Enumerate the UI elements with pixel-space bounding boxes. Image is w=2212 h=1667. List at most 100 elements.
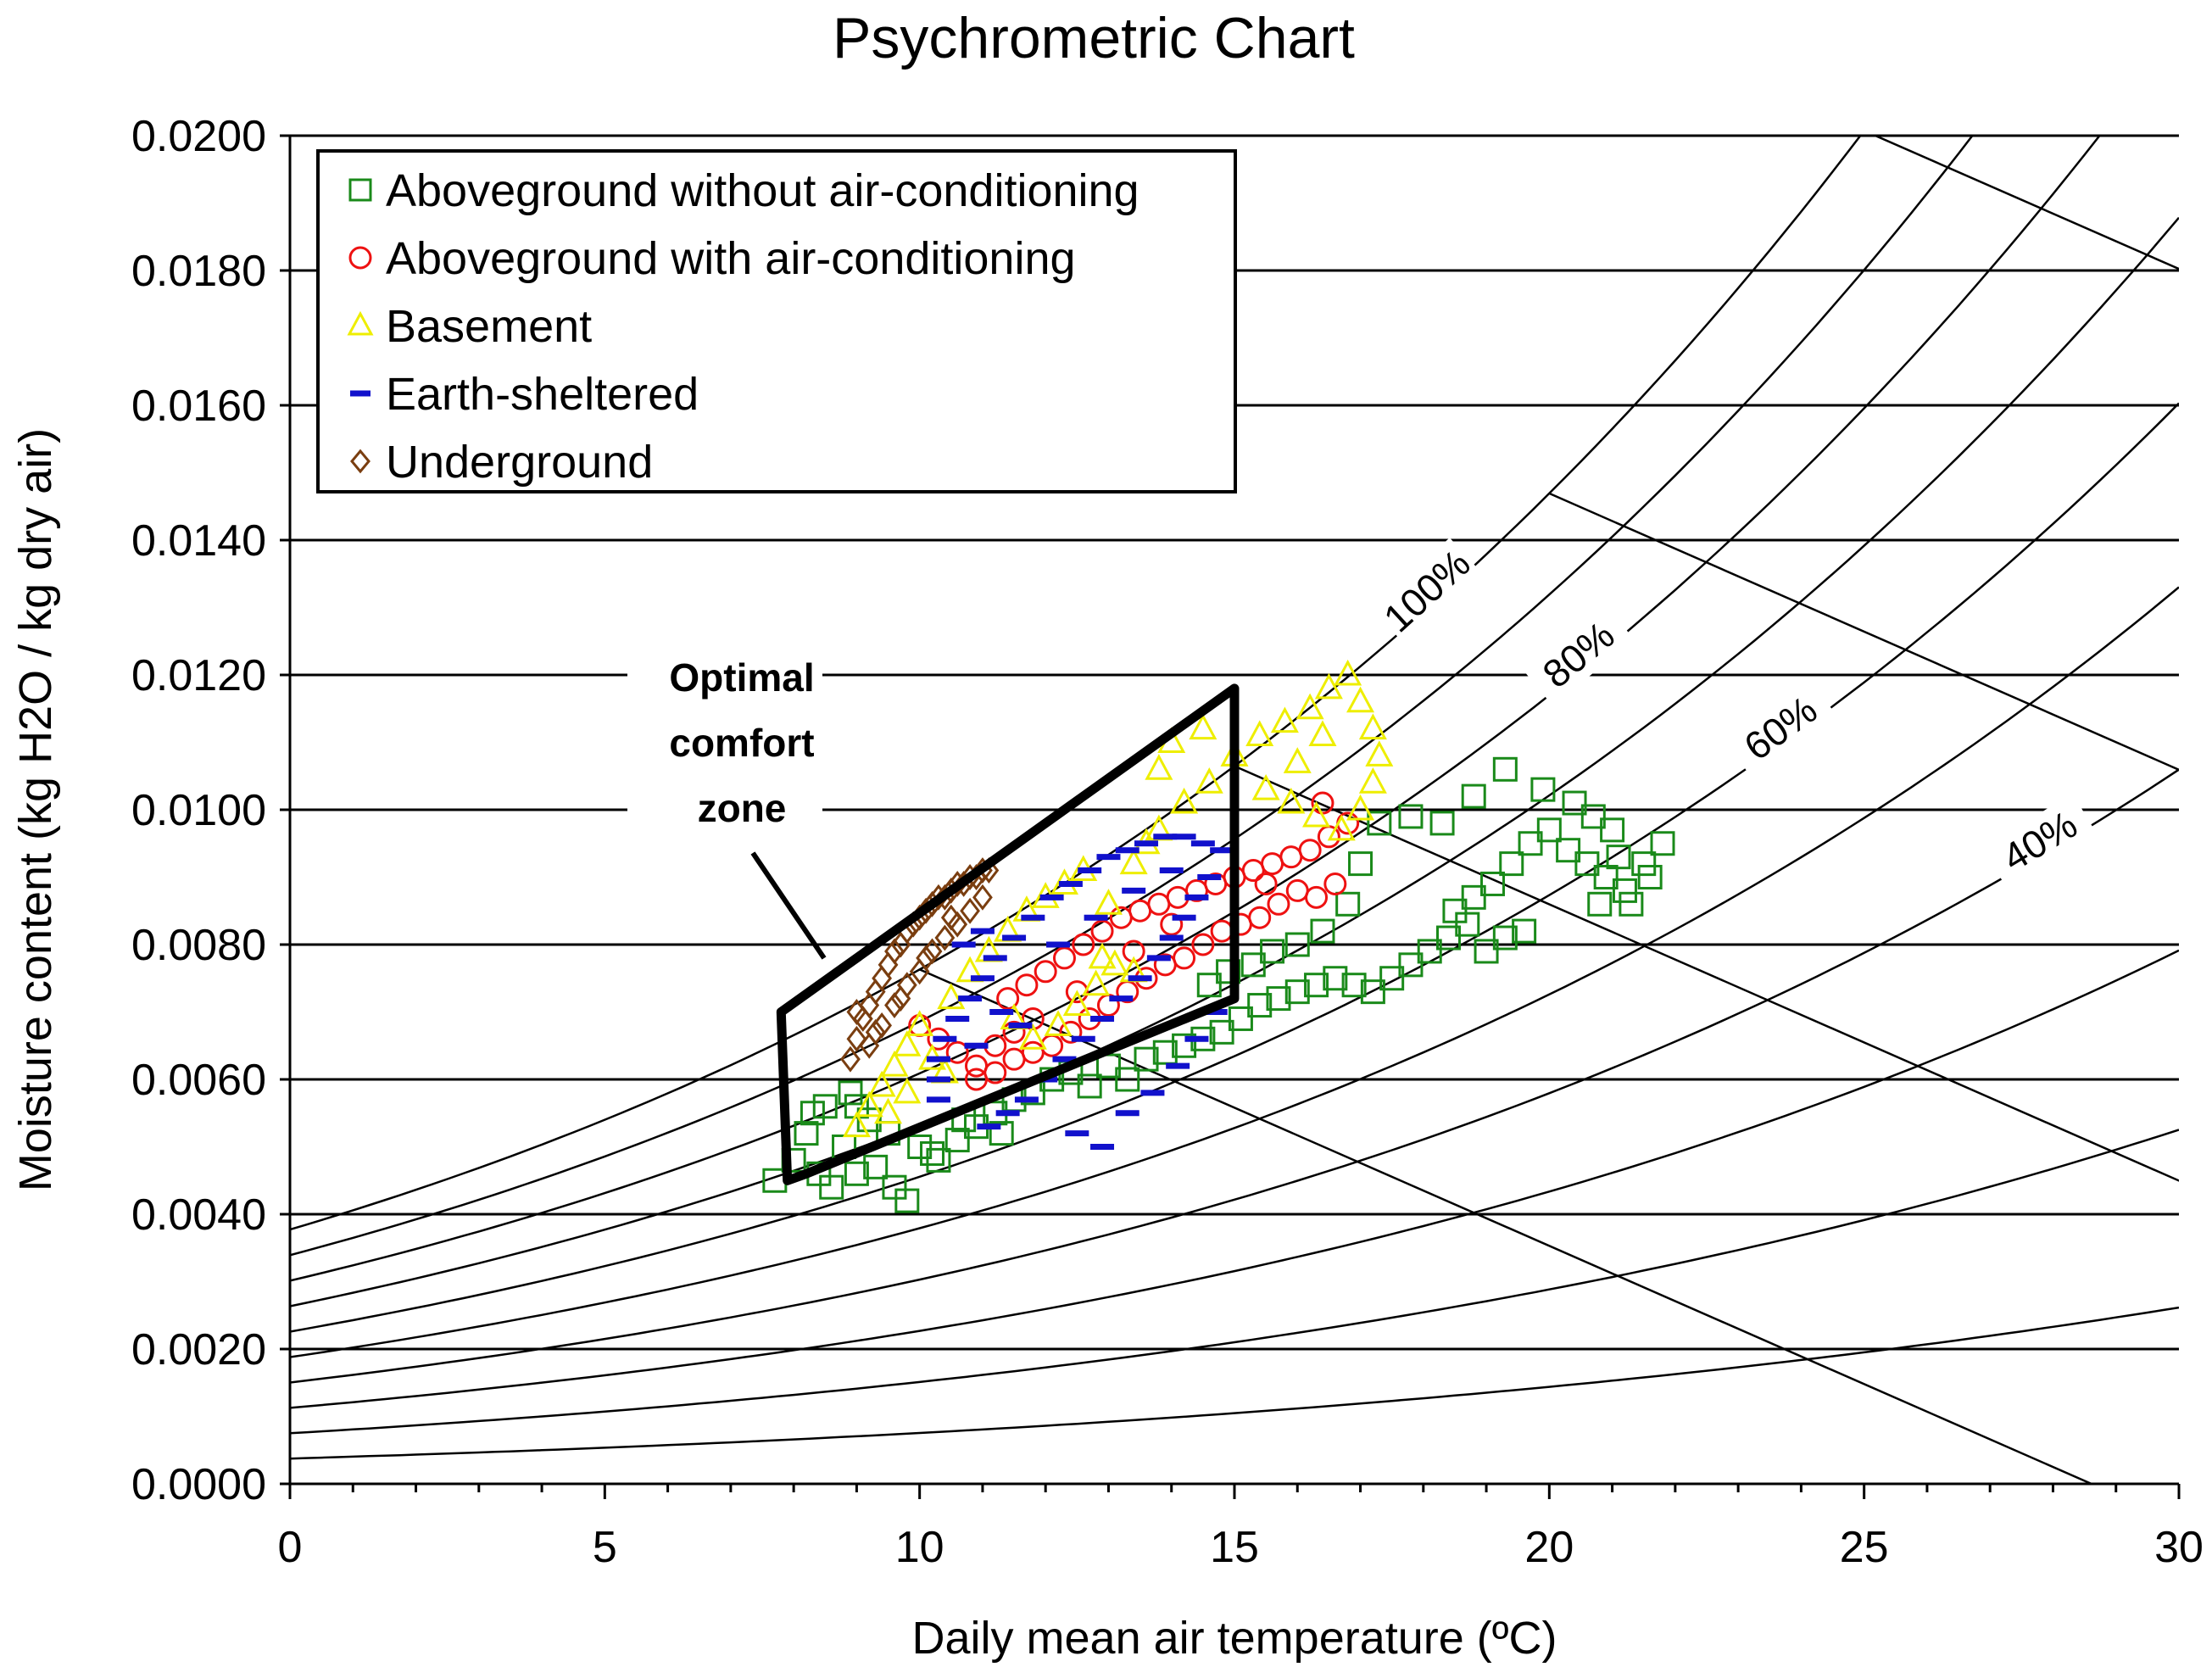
point-square — [856, 1107, 882, 1133]
wet-bulb-line — [1548, 492, 2179, 772]
point-triangle — [1170, 787, 1199, 814]
point-triangle — [1044, 1010, 1073, 1036]
point-square — [1228, 1006, 1253, 1031]
point-square — [1492, 925, 1518, 951]
point-square — [1436, 925, 1462, 951]
rh-curve — [290, 586, 2179, 1358]
point-diamond — [934, 924, 956, 951]
point-square — [812, 1094, 838, 1119]
point-circle — [965, 1068, 989, 1091]
y-tick-label: 0.0200 — [131, 112, 266, 161]
point-circle — [1261, 852, 1284, 876]
point-triangle — [1358, 713, 1387, 740]
point-square — [1398, 804, 1424, 829]
point-square — [1360, 979, 1385, 1005]
point-circle — [1210, 919, 1234, 943]
y-tick-label: 0.0140 — [131, 516, 266, 566]
point-square — [1284, 979, 1310, 1005]
point-triangle — [1277, 787, 1306, 814]
point-square — [1172, 1033, 1197, 1058]
x-tick-label: 10 — [895, 1523, 944, 1572]
point-triangle — [1062, 990, 1091, 1017]
rh-curve — [290, 949, 2179, 1409]
point-square — [1260, 939, 1285, 964]
point-circle — [1015, 973, 1039, 997]
point-square — [1134, 1046, 1159, 1072]
legend-item: Earth-sheltered — [350, 369, 699, 420]
x-tick-label: 0 — [278, 1523, 303, 1572]
y-tick-label: 0.0060 — [131, 1056, 266, 1105]
point-square — [920, 1140, 945, 1166]
point-triangle — [1302, 800, 1331, 828]
rh-label-group: 60% — [1724, 677, 1837, 778]
y-tick-label: 0.0080 — [131, 921, 266, 970]
point-diamond — [865, 978, 886, 1006]
point-square — [1619, 891, 1644, 917]
comfort-zone-label-background — [627, 649, 822, 839]
point-triangle — [1082, 969, 1111, 996]
legend-item: Underground — [350, 437, 653, 488]
point-square — [1335, 891, 1361, 917]
point-square — [1379, 966, 1405, 991]
legend-label: Underground — [386, 437, 653, 488]
point-square — [1606, 845, 1631, 870]
point-square — [1631, 851, 1657, 877]
point-triangle — [867, 1070, 896, 1097]
rh-label-group: 40% — [1982, 793, 2098, 889]
point-square — [1587, 891, 1613, 917]
legend: Aboveground without air-conditioning Abov… — [316, 149, 1237, 493]
point-square — [894, 1188, 920, 1213]
y-tick-label: 0.0020 — [131, 1325, 266, 1374]
point-triangle — [880, 1050, 909, 1077]
point-square — [1474, 939, 1499, 964]
x-axis-title: Daily mean air temperature (ºC) — [912, 1613, 1557, 1664]
point-circle — [1065, 980, 1089, 1004]
point-square — [1284, 932, 1310, 957]
point-diamond — [846, 1025, 867, 1052]
point-triangle — [874, 1097, 903, 1124]
comfort-zone-label: comfort — [669, 721, 814, 765]
data-points — [762, 659, 1675, 1213]
point-triangle — [905, 1010, 934, 1036]
y-tick-label: 0.0180 — [131, 247, 266, 296]
rh-label-background — [1523, 602, 1635, 706]
y-tick-label: 0.0100 — [131, 786, 266, 835]
comfort-zone-label: Optimal — [669, 655, 814, 700]
point-circle — [1160, 912, 1184, 936]
point-square — [1479, 871, 1505, 896]
legend-square-icon — [348, 178, 372, 202]
point-square — [1077, 1073, 1102, 1099]
point-square — [1240, 952, 1266, 978]
point-diamond — [884, 992, 905, 1019]
point-diamond — [865, 1018, 886, 1045]
point-triangle — [1358, 767, 1387, 794]
point-square — [1323, 966, 1348, 991]
point-triangle — [1245, 720, 1274, 747]
legend-box — [316, 149, 1237, 493]
x-tick-label: 25 — [1840, 1523, 1889, 1572]
point-square — [1637, 865, 1663, 889]
comfort-zone-pointer — [750, 851, 827, 960]
point-square — [1492, 756, 1518, 782]
point-square — [844, 1094, 869, 1119]
point-square — [863, 1154, 889, 1179]
x-tick-label: 15 — [1210, 1523, 1259, 1572]
point-square — [1398, 952, 1424, 978]
point-circle — [1147, 892, 1171, 916]
point-circle — [1267, 892, 1290, 916]
point-square — [1499, 851, 1524, 877]
rh-curve — [290, 768, 2179, 1384]
point-circle — [1052, 946, 1076, 970]
point-circle — [1090, 919, 1114, 943]
point-triangle — [956, 956, 984, 983]
point-circle — [1191, 933, 1215, 956]
point-diamond — [878, 951, 899, 978]
point-square — [1266, 986, 1291, 1012]
point-circle — [1254, 872, 1278, 895]
point-triangle — [1283, 747, 1312, 773]
y-axis-title: Moisture content (kg H2O / kg dry air) — [10, 428, 61, 1191]
point-square — [1562, 790, 1587, 816]
point-diamond — [947, 911, 968, 938]
point-square — [1536, 817, 1562, 843]
